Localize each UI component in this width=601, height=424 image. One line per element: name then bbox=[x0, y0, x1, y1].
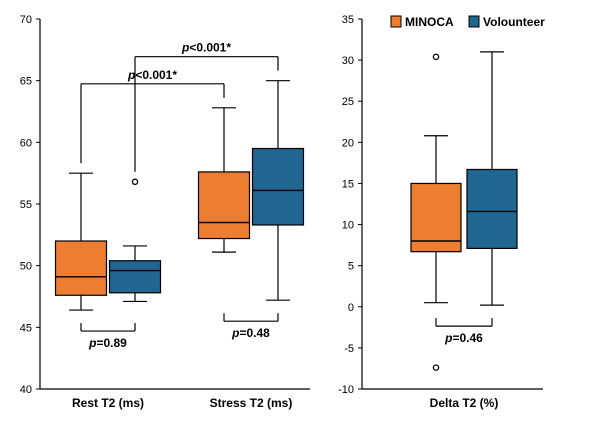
y-tick-label: 15 bbox=[342, 178, 354, 190]
y-tick-label: 60 bbox=[20, 137, 32, 149]
p-symbol: p bbox=[444, 331, 452, 345]
x-category-label: Rest T2 (ms) bbox=[72, 396, 144, 410]
y-tick-label: 45 bbox=[20, 322, 32, 334]
x-category-label: Delta T2 (%) bbox=[430, 396, 499, 410]
p-value-label: p=0.46 bbox=[444, 331, 483, 345]
x-category-label: Stress T2 (ms) bbox=[210, 396, 293, 410]
y-tick-label: 25 bbox=[342, 96, 354, 108]
legend-swatch bbox=[390, 15, 402, 28]
p-value-text: <0.001* bbox=[189, 41, 231, 55]
y-tick-label: 35 bbox=[342, 14, 354, 26]
outlier-point bbox=[432, 53, 440, 61]
p-value-label: p=0.89 bbox=[88, 336, 127, 350]
box-volounteer-1 bbox=[251, 80, 305, 301]
y-tick-label: -10 bbox=[338, 384, 354, 396]
y-tick-label: 5 bbox=[348, 261, 354, 273]
significance-annotation: p<0.001* bbox=[80, 68, 225, 164]
box-minoca-0 bbox=[54, 172, 108, 311]
p-value-label: p<0.001* bbox=[127, 68, 177, 82]
significance-annotation: p=0.48 bbox=[223, 313, 279, 340]
legend-label: Volounteer bbox=[483, 15, 545, 29]
box-minoca-1 bbox=[197, 107, 251, 253]
p-symbol: p bbox=[127, 68, 135, 82]
p-symbol: p bbox=[231, 326, 239, 340]
y-tick-label: 10 bbox=[342, 220, 354, 232]
p-value-text: =0.48 bbox=[239, 326, 270, 340]
outlier-point bbox=[131, 178, 139, 186]
p-symbol: p bbox=[88, 336, 96, 350]
legend: MINOCA Volounteer bbox=[390, 15, 545, 29]
y-tick-label: 55 bbox=[20, 199, 32, 211]
y-tick-label: 70 bbox=[20, 14, 32, 26]
p-value-label: p<0.001* bbox=[181, 41, 231, 55]
significance-annotation: p=0.89 bbox=[80, 323, 136, 350]
iqr-box bbox=[108, 260, 162, 294]
y-tick-label: 50 bbox=[20, 261, 32, 273]
box-minoca-0 bbox=[410, 53, 462, 371]
legend-label: MINOCA bbox=[405, 15, 454, 29]
legend-swatch bbox=[468, 15, 480, 28]
iqr-box bbox=[54, 240, 108, 296]
box-volounteer-0 bbox=[108, 178, 162, 303]
left-chart-panel: 40 45 50 55 60 65 70 Rest T2 (ms) Stress T2 (ms)… bbox=[20, 14, 310, 410]
p-value-label: p=0.48 bbox=[231, 326, 270, 340]
p-value-text: =0.46 bbox=[452, 331, 483, 345]
significance-annotation: p<0.001* bbox=[134, 41, 279, 172]
y-tick-label: -5 bbox=[344, 343, 354, 355]
box-volounteer-0 bbox=[466, 51, 518, 306]
outlier-point bbox=[432, 364, 440, 371]
p-value-text: =0.89 bbox=[96, 336, 127, 350]
iqr-box bbox=[197, 171, 251, 240]
y-tick-label: 65 bbox=[20, 76, 32, 88]
iqr-box bbox=[466, 168, 518, 249]
iqr-box bbox=[251, 147, 305, 226]
y-tick-label: 30 bbox=[342, 55, 354, 67]
y-tick-label: 20 bbox=[342, 137, 354, 149]
y-tick-label: 40 bbox=[20, 384, 32, 396]
y-tick-label: 0 bbox=[348, 302, 354, 314]
right-chart-panel: -10 -5 0 5 10 15 20 25 30 35 Delta T2 (%) p=0.46 MIN… bbox=[338, 14, 545, 410]
p-symbol: p bbox=[181, 41, 189, 55]
significance-annotation: p=0.46 bbox=[435, 318, 493, 345]
p-value-text: <0.001* bbox=[135, 68, 177, 82]
